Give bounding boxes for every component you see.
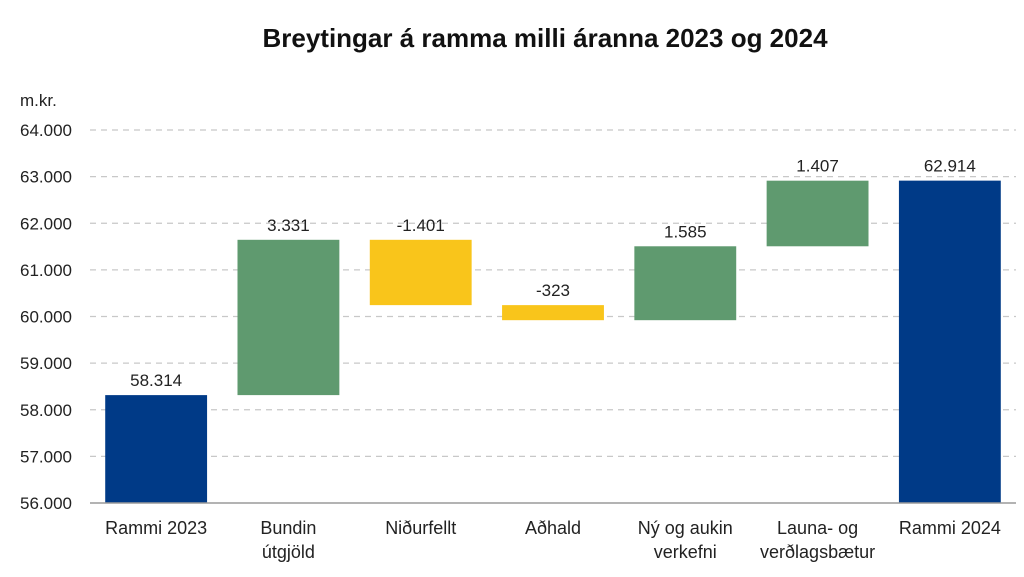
category-label: Rammi 2023 [105, 518, 207, 538]
data-label: -323 [536, 281, 570, 300]
y-tick-label: 59.000 [20, 354, 72, 373]
y-tick-label: 56.000 [20, 494, 72, 513]
bar-total [105, 395, 208, 503]
y-axis-ticks: 56.000 57.000 58.000 59.000 60.000 61.000 62.0… [20, 121, 72, 513]
chart-title: Breytingar á ramma milli áranna 2023 og … [262, 23, 828, 53]
category-label: verkefni [654, 542, 717, 562]
category-label: verðlagsbætur [760, 542, 875, 562]
bars [105, 180, 1001, 503]
category-label: Ný og aukin [638, 518, 733, 538]
category-label: Niðurfellt [385, 518, 456, 538]
y-tick-label: 57.000 [20, 447, 72, 466]
bar-total [898, 180, 1001, 503]
category-label: útgjöld [262, 542, 315, 562]
y-tick-label: 61.000 [20, 261, 72, 280]
data-labels: 58.314 3.331 -1.401 -323 1.585 1.407 62.914 [130, 157, 976, 390]
y-tick-label: 63.000 [20, 168, 72, 187]
bar-decrease [502, 305, 604, 321]
y-tick-label: 64.000 [20, 121, 72, 140]
y-tick-label: 60.000 [20, 308, 72, 327]
y-axis-unit-label: m.kr. [20, 91, 57, 110]
bar-increase [237, 239, 340, 396]
y-tick-label: 62.000 [20, 214, 72, 233]
data-label: 58.314 [130, 371, 182, 390]
category-label: Aðhald [525, 518, 581, 538]
bar-decrease [369, 239, 472, 306]
y-tick-label: 58.000 [20, 401, 72, 420]
data-label: 1.585 [664, 222, 707, 241]
bar-increase [634, 246, 737, 321]
data-label: -1.401 [397, 216, 445, 235]
data-label: 62.914 [924, 157, 976, 176]
category-label: Launa- og [777, 518, 858, 538]
category-label: Rammi 2024 [899, 518, 1001, 538]
category-labels: Rammi 2023 Bundin útgjöld Niðurfellt Aðhald N… [105, 518, 1001, 562]
data-label: 3.331 [267, 216, 310, 235]
category-label: Bundin [260, 518, 316, 538]
data-label: 1.407 [796, 157, 839, 176]
bar-increase [766, 180, 869, 247]
